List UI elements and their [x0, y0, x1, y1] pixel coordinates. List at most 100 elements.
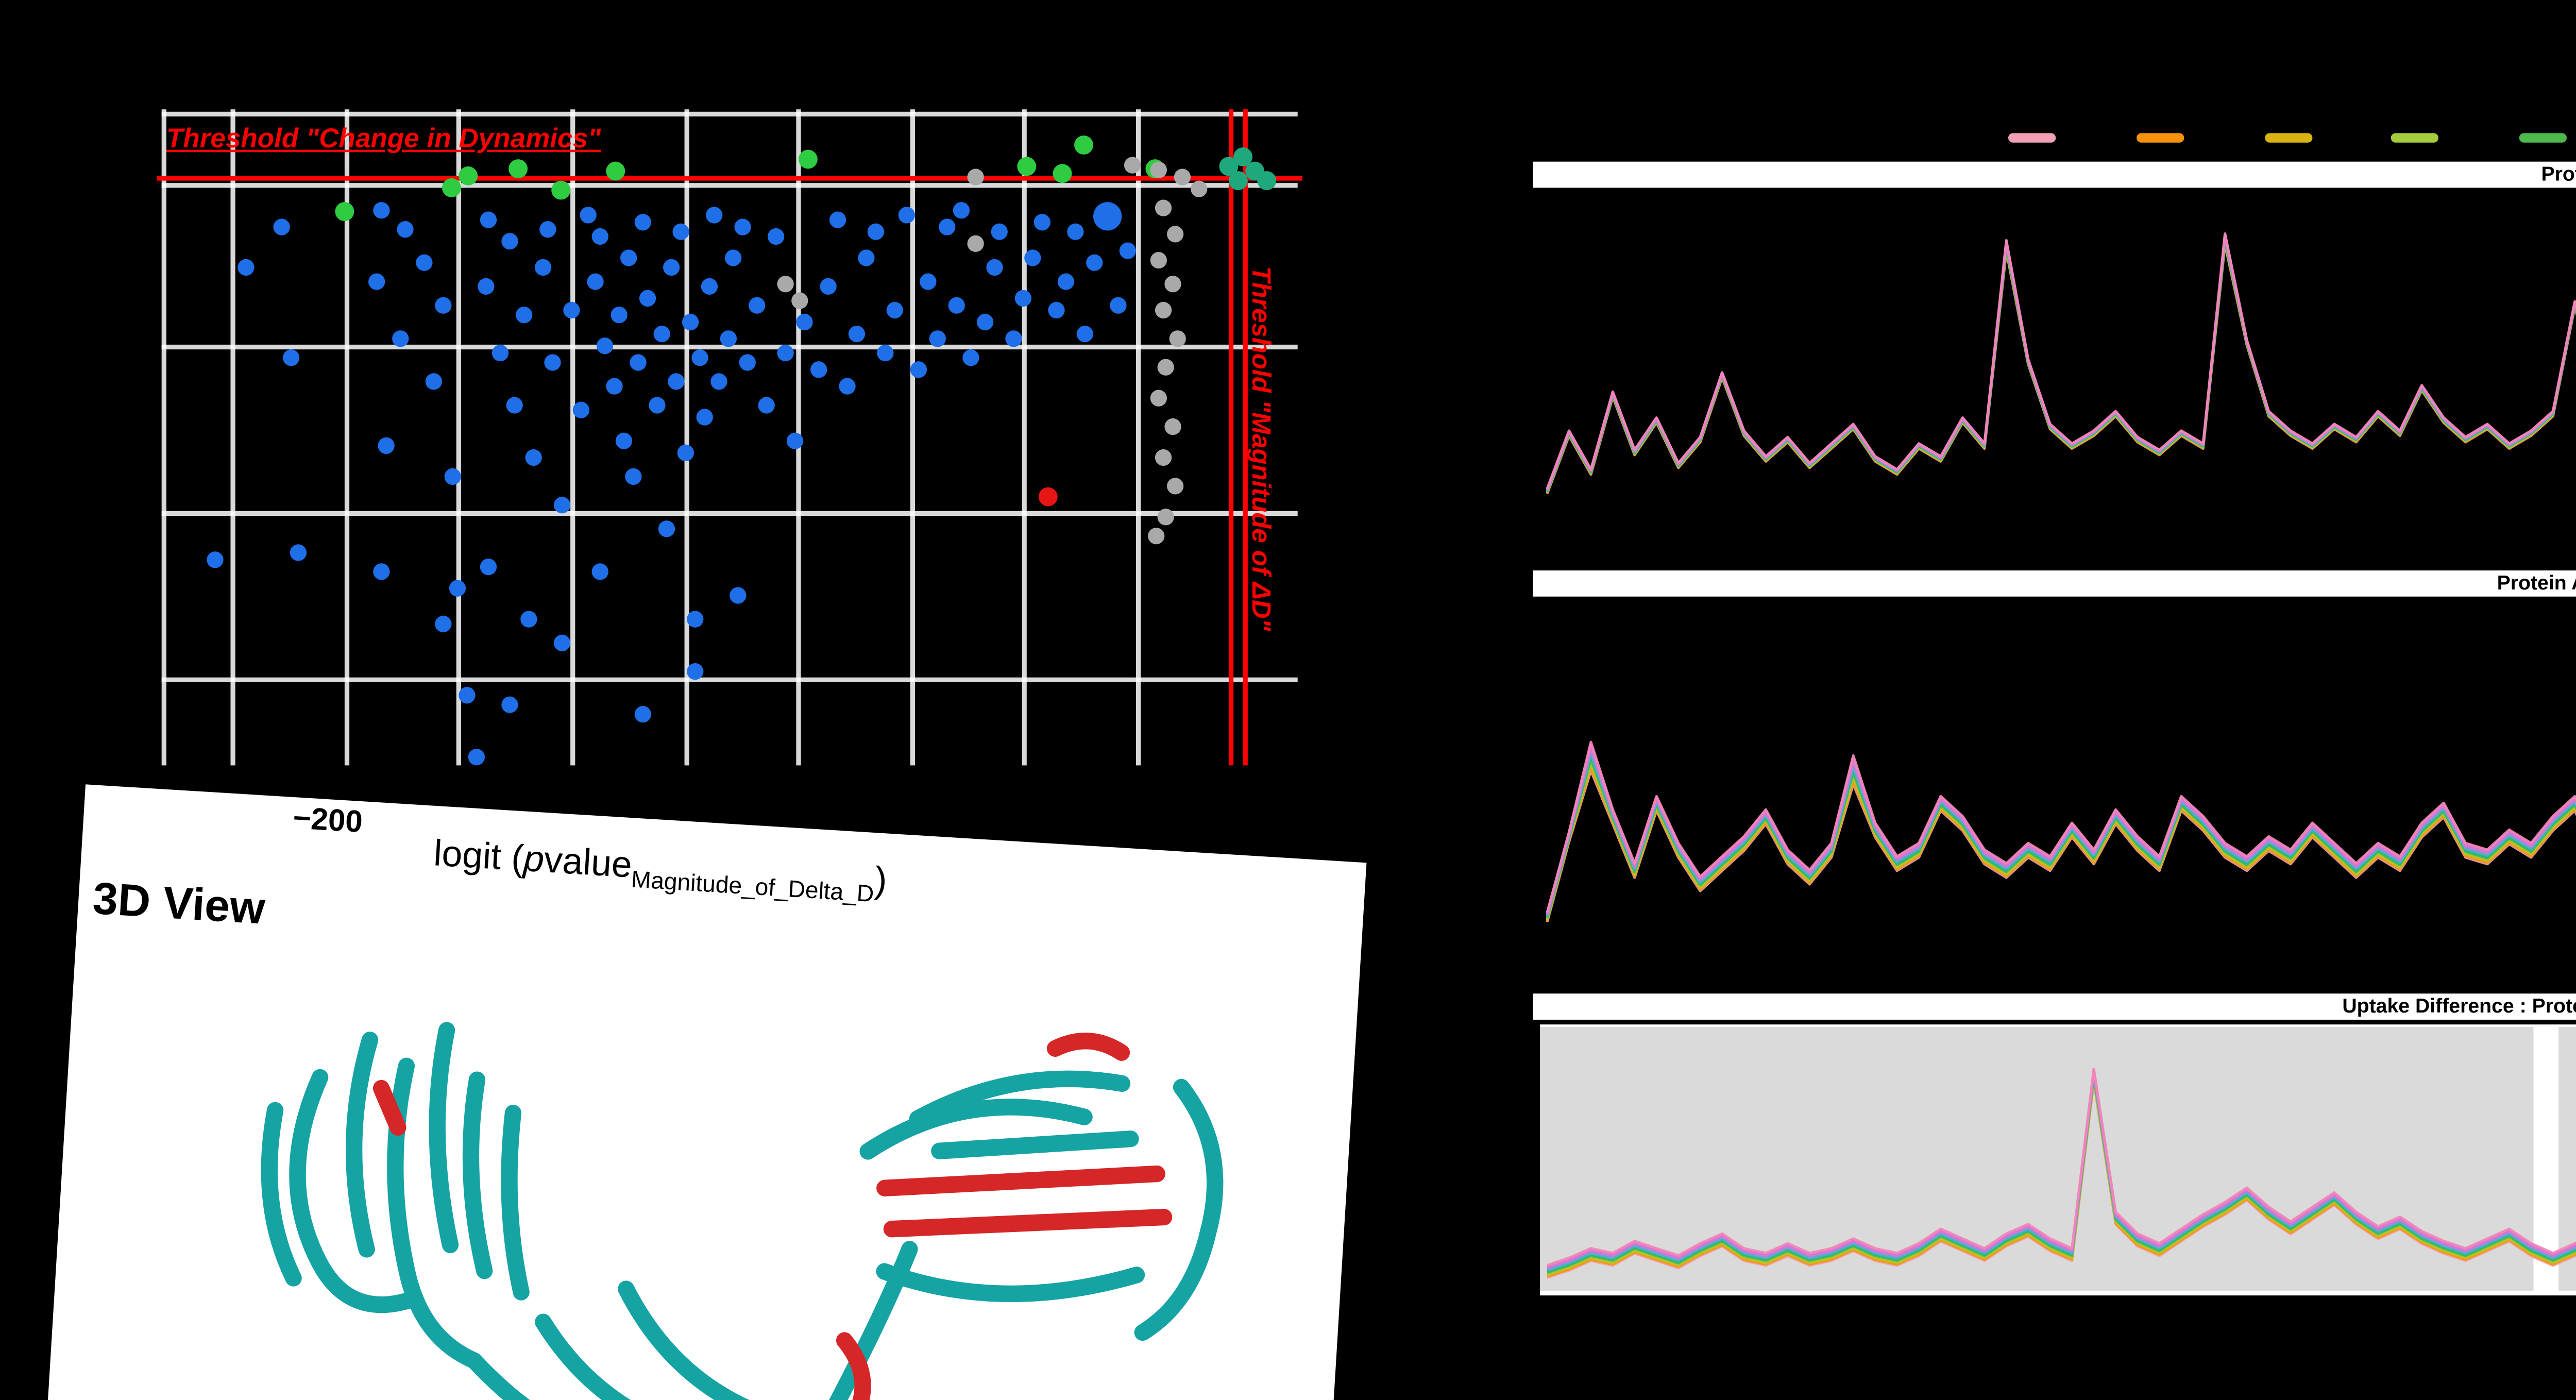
- volcano-point-blue[interactable]: [236, 258, 253, 275]
- volcano-point-gray[interactable]: [1154, 198, 1171, 215]
- volcano-point-blue[interactable]: [657, 519, 674, 536]
- volcano-point-blue[interactable]: [571, 400, 588, 417]
- volcano-point-green[interactable]: [459, 166, 478, 185]
- volcano-point-blue[interactable]: [985, 258, 1002, 275]
- volcano-point-blue[interactable]: [272, 217, 289, 234]
- volcano-point-blue[interactable]: [500, 231, 517, 249]
- volcano-point-blue[interactable]: [690, 348, 707, 365]
- volcano-point-blue[interactable]: [552, 495, 569, 513]
- volcano-point-blue[interactable]: [533, 258, 550, 275]
- volcano-point-green[interactable]: [551, 180, 571, 200]
- volcano-point-blue[interactable]: [590, 562, 607, 579]
- volcano-point-blue[interactable]: [433, 296, 451, 313]
- volcano-point-green[interactable]: [1074, 135, 1093, 155]
- volcano-point-blue[interactable]: [424, 372, 441, 389]
- volcano-point-blue[interactable]: [838, 377, 855, 394]
- volcano-point-blue[interactable]: [704, 206, 722, 223]
- volcano-point-gray[interactable]: [1189, 179, 1207, 196]
- volcano-point-blue[interactable]: [918, 272, 936, 289]
- chart-body-uptake-difference[interactable]: [1533, 1019, 2576, 1301]
- volcano-point-blue[interactable]: [652, 324, 669, 341]
- chart-body-protein-a[interactable]: [1533, 188, 2576, 549]
- volcano-point-gray[interactable]: [1168, 329, 1185, 346]
- chart-body-protein-a-ligand[interactable]: [1533, 596, 2576, 970]
- legend-item-2[interactable]: [2264, 133, 2312, 143]
- volcano-point-gray[interactable]: [1149, 389, 1166, 406]
- volcano-point-gray[interactable]: [966, 234, 983, 251]
- volcano-point-blue[interactable]: [719, 329, 736, 346]
- volcano-point-blue[interactable]: [728, 586, 745, 603]
- volcano-point-blue[interactable]: [1032, 212, 1049, 230]
- volcano-point-blue[interactable]: [757, 396, 774, 413]
- volcano-point-blue[interactable]: [671, 222, 688, 239]
- volcano-point-blue[interactable]: [685, 610, 703, 627]
- volcano-point-blue[interactable]: [519, 610, 536, 627]
- volcano-point-blue[interactable]: [614, 431, 631, 448]
- volcano-point-gray[interactable]: [1163, 274, 1180, 292]
- volcano-point-blue[interactable]: [961, 348, 978, 365]
- volcano-point-blue[interactable]: [700, 277, 717, 294]
- volcano-point-gray[interactable]: [1165, 224, 1182, 242]
- volcano-point-gray[interactable]: [1173, 167, 1190, 184]
- volcano-point-blue[interactable]: [476, 277, 494, 294]
- volcano-point-green[interactable]: [798, 149, 818, 169]
- volcano-plot[interactable]: [157, 109, 1302, 766]
- volcano-point-green[interactable]: [335, 202, 354, 222]
- volcano-point-gray[interactable]: [1154, 300, 1171, 317]
- volcano-point-blue[interactable]: [371, 200, 389, 218]
- volcano-point-blue[interactable]: [928, 329, 945, 346]
- volcano-point-teal[interactable]: [1257, 171, 1277, 191]
- volcano-point-gray[interactable]: [1146, 526, 1164, 544]
- volcano-point-blue[interactable]: [595, 336, 612, 353]
- volcano-point-blue[interactable]: [433, 614, 451, 631]
- volcano-point-gray[interactable]: [1156, 358, 1173, 375]
- volcano-point-blue[interactable]: [638, 289, 655, 306]
- volcano-point-blue[interactable]: [467, 747, 484, 765]
- volcano-point-gray[interactable]: [1163, 417, 1180, 434]
- volcano-point-blue[interactable]: [1013, 289, 1030, 306]
- volcano-point-blue[interactable]: [1056, 272, 1073, 289]
- volcano-point-blue[interactable]: [648, 396, 665, 413]
- volcano-point-blue[interactable]: [281, 348, 298, 365]
- volcano-point-blue[interactable]: [937, 217, 955, 234]
- volcano-point-blue[interactable]: [562, 300, 579, 317]
- protein-3d-structure[interactable]: [109, 959, 1280, 1400]
- volcano-point-blue[interactable]: [206, 550, 223, 567]
- legend-item-4[interactable]: [2519, 133, 2567, 143]
- volcano-point-blue[interactable]: [1065, 222, 1083, 239]
- volcano-point-green[interactable]: [1017, 157, 1037, 176]
- volcano-point-blue[interactable]: [457, 685, 474, 703]
- volcano-point-blue[interactable]: [666, 372, 684, 389]
- volcano-point-blue[interactable]: [952, 200, 969, 218]
- volcano-point-gray[interactable]: [1154, 448, 1171, 465]
- volcano-point-blue[interactable]: [681, 312, 698, 329]
- volcano-point-blue[interactable]: [709, 372, 726, 389]
- volcano-point-blue[interactable]: [1023, 248, 1040, 265]
- volcano-point-blue[interactable]: [990, 222, 1007, 239]
- volcano-point-blue[interactable]: [633, 704, 650, 722]
- volcano-point-blue[interactable]: [391, 329, 408, 346]
- volcano-point-gray[interactable]: [1123, 156, 1140, 173]
- volcano-point-blue[interactable]: [847, 324, 864, 341]
- volcano-point-blue[interactable]: [586, 272, 603, 289]
- volcano-point-blue[interactable]: [377, 436, 394, 453]
- volcano-point-blue[interactable]: [685, 662, 703, 679]
- volcano-point-blue[interactable]: [975, 312, 992, 329]
- volcano-point-blue[interactable]: [1108, 296, 1126, 313]
- volcano-point-blue[interactable]: [1093, 202, 1122, 231]
- volcano-point-gray[interactable]: [1165, 476, 1182, 494]
- volcano-point-blue[interactable]: [479, 557, 496, 575]
- volcano-point-blue[interactable]: [371, 562, 389, 579]
- volcano-point-blue[interactable]: [1084, 253, 1102, 270]
- volcano-point-blue[interactable]: [500, 695, 517, 712]
- volcano-point-blue[interactable]: [723, 248, 740, 265]
- volcano-point-blue[interactable]: [1004, 329, 1021, 346]
- volcano-point-blue[interactable]: [885, 300, 902, 317]
- volcano-point-green[interactable]: [1053, 164, 1072, 183]
- volcano-point-gray[interactable]: [790, 291, 807, 308]
- volcano-point-blue[interactable]: [448, 579, 465, 596]
- volcano-point-blue[interactable]: [552, 633, 569, 650]
- volcano-point-blue[interactable]: [747, 296, 765, 313]
- volcano-point-blue[interactable]: [443, 467, 460, 484]
- volcano-point-blue[interactable]: [414, 253, 432, 270]
